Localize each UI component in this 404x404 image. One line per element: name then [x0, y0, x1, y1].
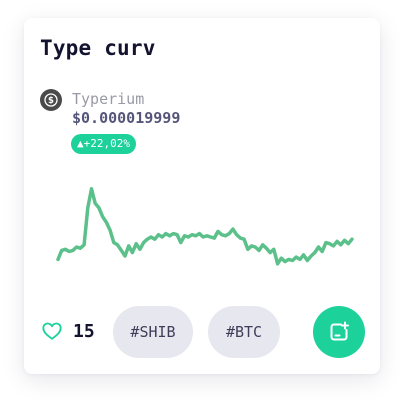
likes: 15	[41, 320, 95, 342]
svg-text:$: $	[48, 96, 54, 106]
tag-btc[interactable]: #BTC	[208, 306, 280, 358]
add-to-collection-icon	[330, 321, 349, 341]
price-series-line	[56, 187, 354, 266]
dollar-coin-icon: $	[40, 89, 62, 111]
card-title: Type curv	[40, 36, 156, 60]
heart-icon[interactable]	[41, 320, 63, 342]
coin-price: $0.000019999	[72, 109, 181, 127]
price-change-badge: ▲+22,02%	[71, 134, 136, 154]
token-card: Type curv $ Typerium $0.000019999 ▲+22,0…	[24, 18, 380, 374]
price-line-chart	[56, 187, 354, 266]
coin-name: Typerium	[72, 90, 145, 108]
likes-count: 15	[73, 320, 95, 342]
tag-shib[interactable]: #SHIB	[113, 306, 193, 358]
add-to-collection-button[interactable]	[313, 306, 365, 358]
